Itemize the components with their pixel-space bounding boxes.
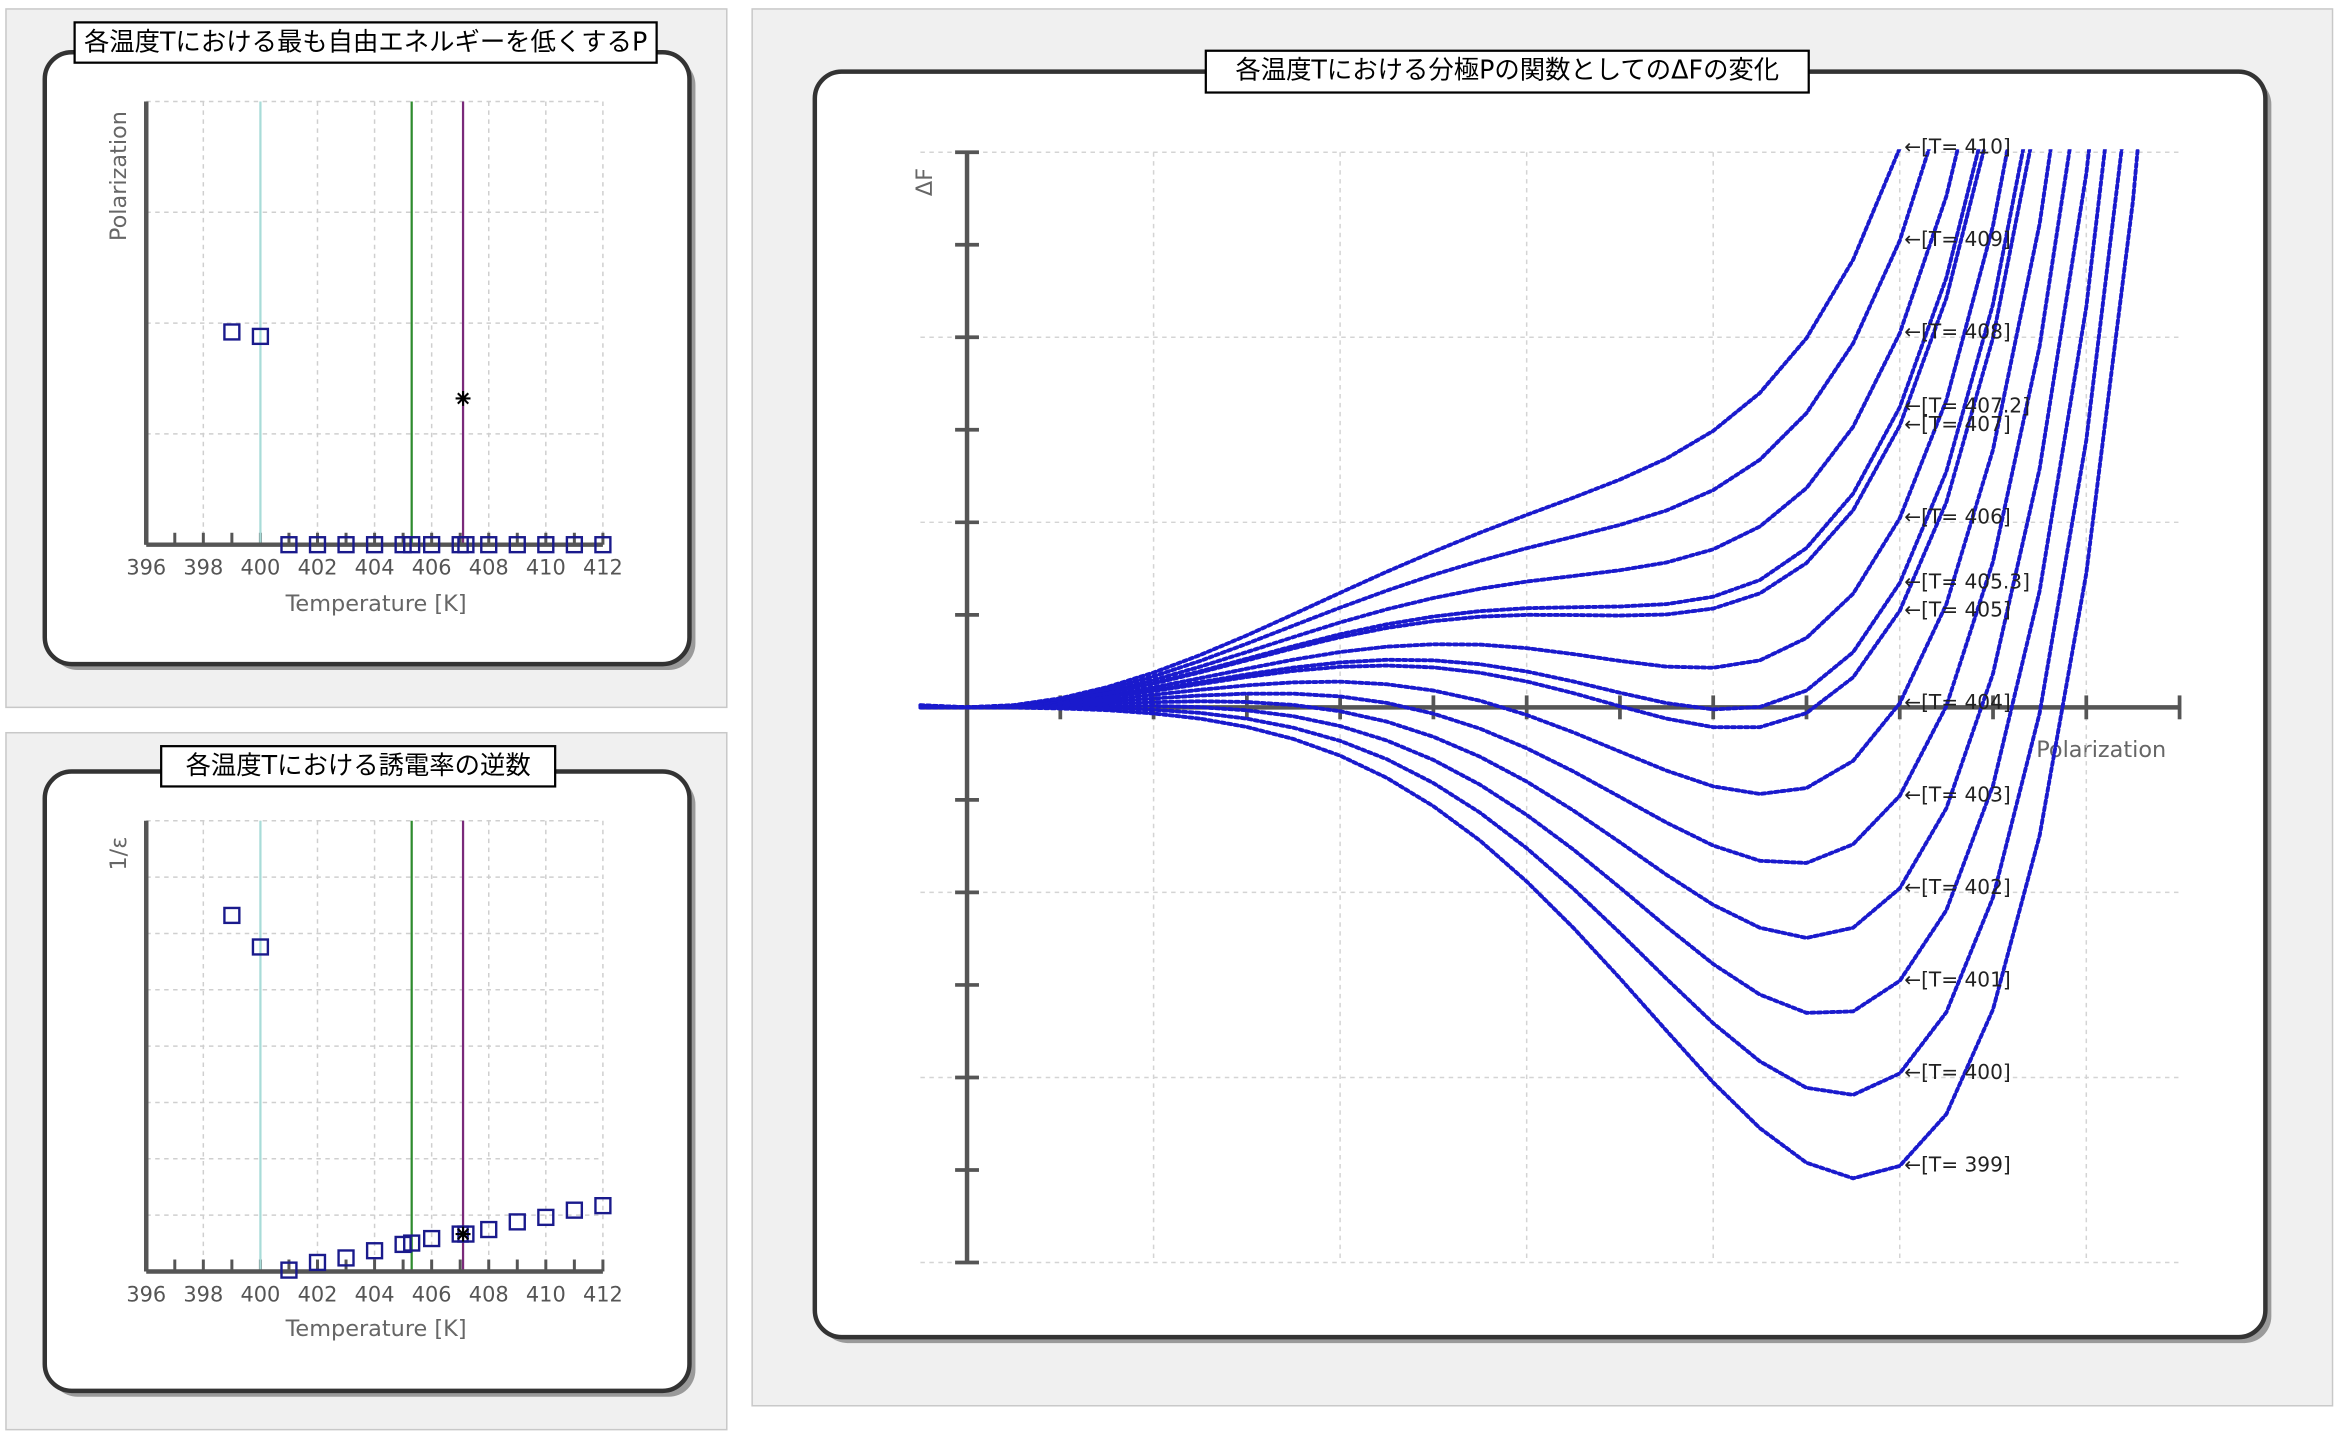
x-tick-label: 410	[526, 556, 566, 580]
panel: 各温度Tにおける誘電率の逆数 Temperature [K] 1/ε	[5, 731, 728, 1431]
y-axis-label: 1/ε	[106, 837, 132, 871]
x-tick-label: 410	[526, 1282, 566, 1306]
point	[423, 536, 441, 554]
point	[457, 536, 475, 554]
curve	[918, 149, 2124, 1097]
point	[537, 1208, 555, 1227]
curve-label: ←[T= 410]	[1904, 135, 2011, 159]
curve	[918, 149, 1902, 710]
chart-title: 各温度Tにおける分極Pの関数としてのΔFの変化	[1235, 55, 1779, 85]
curve	[918, 149, 1960, 710]
x-tick-label: 408	[469, 1282, 509, 1306]
x-tick-label: 404	[355, 556, 395, 580]
curve-label: ←[T= 400]	[1904, 1060, 2011, 1084]
curve	[918, 149, 2033, 730]
point	[537, 536, 555, 554]
curves	[918, 149, 2140, 1181]
x-tick-label: 398	[183, 556, 223, 580]
point	[455, 390, 471, 406]
x-tick-label: 406	[412, 556, 452, 580]
point	[223, 323, 241, 341]
point	[508, 536, 526, 554]
curve-label: ←[T= 402]	[1904, 875, 2011, 899]
point	[337, 1249, 355, 1267]
plot-area: ←[T= 410]←[T= 409]←[T= 408]←[T= 407.2]←[…	[918, 135, 2182, 1265]
y-axis-label: ΔF	[912, 168, 938, 196]
curve-label: ←[T= 401]	[1904, 967, 2011, 991]
curve-label: ←[T= 399]	[1904, 1152, 2011, 1176]
point	[455, 1226, 471, 1242]
x-axis-label: Temperature [K]	[285, 1316, 467, 1342]
point	[594, 1197, 612, 1215]
x-tick-label: 402	[298, 1282, 338, 1306]
point	[280, 536, 298, 554]
point	[308, 1253, 327, 1272]
point	[508, 1213, 526, 1231]
x-tick-label: 402	[298, 556, 338, 580]
x-tick-label: 408	[469, 556, 509, 580]
x-tick-label: 398	[183, 1282, 223, 1306]
point	[403, 1234, 421, 1252]
point	[480, 1220, 498, 1239]
title-box	[1204, 49, 1810, 94]
curve-label: ←[T= 405]	[1904, 597, 2011, 621]
plot-area: 396 398 400 402 404 406 408 410 412	[126, 820, 623, 1306]
curve	[918, 149, 2140, 1181]
point	[594, 536, 612, 554]
x-tick-label: 412	[583, 1282, 623, 1306]
point	[251, 327, 270, 346]
x-tick-label: 396	[126, 556, 166, 580]
x-tick-label: 406	[412, 1282, 452, 1306]
curve	[918, 149, 2092, 940]
point	[280, 1261, 298, 1279]
curve-label: ←[T= 406]	[1904, 505, 2011, 529]
panel: 各温度Tにおける最も自由エネルギーを低くするP Temperature [K] …	[5, 8, 728, 709]
curve-label: ←[T= 409]	[1904, 227, 2011, 251]
point	[365, 1242, 384, 1260]
x-tick-label: 412	[583, 556, 623, 580]
point	[308, 536, 327, 554]
point	[565, 536, 584, 554]
curve-label: ←[T= 404]	[1904, 690, 2011, 714]
x-tick-label: 404	[355, 1282, 395, 1306]
curve	[918, 149, 1931, 710]
point	[403, 536, 421, 554]
x-axis-label: Temperature [K]	[285, 591, 467, 617]
x-tick-label: 396	[126, 1282, 166, 1306]
curve	[918, 149, 2010, 710]
curve-label: ←[T= 403]	[1904, 782, 2011, 806]
y-axis-label: Polarization	[106, 111, 132, 241]
point	[565, 1201, 584, 1219]
point	[365, 536, 384, 554]
plot-area: 396 398 400 402 404 406 408 410 412	[126, 100, 623, 580]
point	[223, 906, 241, 925]
x-tick-label: 400	[240, 556, 280, 580]
curve-label: ←[T= 407]	[1904, 412, 2011, 436]
point	[480, 536, 498, 554]
curve	[918, 149, 2107, 1015]
title-box	[73, 21, 658, 64]
chart-title: 各温度Tにおける誘電率の逆数	[186, 750, 531, 780]
curve-label: ←[T= 407.2]	[1904, 394, 2030, 418]
chart-title: 各温度Tにおける最も自由エネルギーを低くするP	[84, 26, 647, 56]
curve	[918, 149, 2072, 865]
curve-label: ←[T= 405.3]	[1904, 570, 2030, 594]
point	[251, 938, 270, 956]
curve	[918, 149, 1987, 710]
curve	[918, 149, 2053, 796]
point	[423, 1229, 441, 1248]
x-tick-label: 400	[240, 1282, 280, 1306]
title-box	[160, 745, 557, 788]
point	[337, 536, 355, 554]
curve-label: ←[T= 408]	[1904, 320, 2011, 344]
